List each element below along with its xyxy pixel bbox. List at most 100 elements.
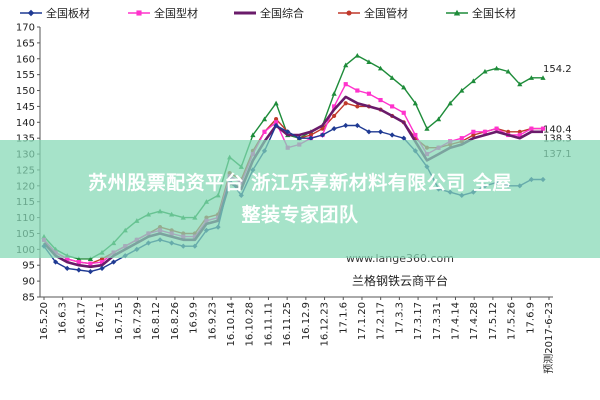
series-point-4	[401, 84, 407, 90]
series-point-0	[389, 132, 395, 138]
legend-marker-0	[27, 9, 35, 17]
y-tick-label: 150	[16, 86, 35, 97]
x-tick-label: 16.10.28	[245, 302, 256, 347]
x-tick-label: 17.4.14	[450, 302, 461, 340]
series-point-4	[482, 68, 488, 74]
series-point-4	[76, 256, 82, 261]
series-point-4	[273, 100, 279, 106]
x-tick-label: 16.10.14	[226, 302, 237, 347]
y-tick-label: 140	[16, 118, 35, 129]
series-point-1	[262, 129, 267, 134]
x-tick-label: 16.7.1	[95, 302, 106, 334]
x-tick-label: 16.8.26	[170, 302, 181, 340]
y-tick-label: 135	[16, 134, 35, 145]
series-point-3	[517, 129, 522, 134]
y-tick-label: 85	[22, 293, 35, 304]
series-point-4	[424, 126, 430, 131]
series-point-1	[529, 126, 534, 131]
x-tick-label: 16.5.20	[39, 302, 50, 340]
series-point-0	[331, 126, 337, 132]
series-point-4	[540, 75, 546, 80]
series-point-4	[250, 132, 256, 138]
series-point-0	[319, 132, 326, 138]
series-point-4	[87, 256, 94, 261]
series-point-4	[261, 116, 268, 122]
x-tick-label: 16.12.9	[301, 302, 312, 340]
series-point-3	[343, 101, 348, 106]
x-tick-label: 16.9.23	[207, 302, 218, 340]
x-tick-label: 16.11.25	[282, 302, 293, 347]
series-point-1	[517, 132, 522, 138]
x-tick-label: 16.9.9	[189, 302, 200, 334]
x-tick-label: 17.2.17	[376, 302, 387, 340]
legend-label-3: 全国管材	[364, 6, 408, 20]
series-point-3	[332, 113, 337, 119]
series-point-0	[53, 259, 59, 265]
x-tick-label: 17.6.9	[525, 302, 536, 334]
series-point-4	[331, 91, 337, 96]
series-point-0	[343, 122, 349, 129]
y-tick-label: 145	[16, 102, 35, 113]
series-point-0	[354, 122, 360, 129]
series-point-1	[390, 104, 395, 109]
series-point-0	[401, 135, 407, 141]
series-point-0	[64, 265, 70, 272]
x-tick-label: 17.5.26	[507, 302, 518, 340]
series-point-1	[88, 261, 93, 266]
x-tick-label: 16.6.3	[58, 302, 69, 334]
series-point-1	[494, 126, 499, 131]
series-point-1	[459, 136, 464, 141]
x-tick-label: 17.3.17	[413, 302, 424, 340]
x-tick-label: 16.7.29	[133, 302, 144, 340]
y-tick-label: 165	[16, 38, 35, 49]
series-end-label-1: 138.3	[543, 134, 572, 145]
series-point-1	[401, 110, 406, 115]
x-tick-label: 17.3.31	[432, 302, 443, 340]
series-point-0	[76, 267, 82, 273]
series-point-4	[354, 52, 360, 58]
x-tick-label: 16.12.23	[320, 302, 331, 347]
series-point-0	[366, 129, 372, 135]
series-point-1	[378, 97, 383, 103]
series-point-0	[111, 259, 117, 265]
x-tick-label: 17.3.3	[394, 302, 405, 334]
series-point-4	[366, 59, 372, 65]
legend-marker-1	[136, 10, 142, 16]
legend-label-1: 全国型材	[154, 6, 198, 20]
legend-label-2: 全国综合	[260, 6, 304, 20]
series-point-0	[87, 268, 94, 275]
series-end-label-4: 154.2	[543, 64, 572, 75]
series-point-4	[389, 75, 395, 80]
series-point-3	[506, 129, 511, 134]
banner-text-line-2: 整装专家团队	[241, 204, 359, 226]
series-point-1	[65, 256, 70, 261]
series-point-3	[308, 132, 313, 138]
series-point-0	[377, 129, 384, 135]
x-tick-label: 17.4.28	[469, 302, 480, 340]
series-point-1	[332, 104, 337, 109]
series-point-1	[482, 129, 488, 134]
series-point-3	[471, 132, 476, 138]
series-point-4	[470, 78, 476, 84]
series-point-1	[413, 132, 418, 138]
legend-label-0: 全国板材	[46, 6, 90, 20]
series-point-4	[435, 116, 442, 122]
x-tick-label: 17.5.12	[488, 302, 499, 340]
legend-marker-3	[346, 10, 352, 16]
x-tick-label: 17.1.6	[338, 302, 349, 334]
y-tick-label: 170	[16, 23, 35, 34]
x-tick-label: 16.6.17	[76, 302, 87, 340]
series-point-1	[366, 91, 372, 96]
y-tick-label: 155	[16, 70, 35, 81]
series-point-0	[285, 129, 291, 135]
y-tick-label: 160	[16, 54, 35, 65]
series-point-0	[308, 135, 314, 141]
series-point-0	[273, 122, 279, 129]
series-point-4	[343, 62, 349, 68]
series-point-4	[517, 81, 523, 87]
series-point-1	[99, 259, 105, 265]
promo-banner-overlay: 苏州股票配资平台 浙江乐享新材料有限公司 全屋 整装专家团队	[0, 140, 600, 258]
y-tick-label: 95	[22, 261, 35, 272]
legend-marker-4	[453, 9, 461, 16]
series-point-4	[447, 100, 453, 106]
